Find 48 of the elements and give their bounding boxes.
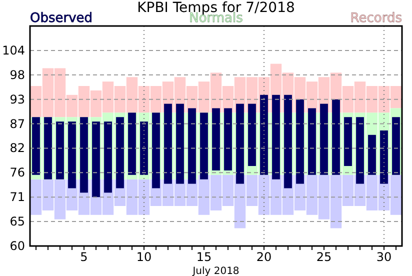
bar	[272, 94, 280, 180]
y-tick-label: 71	[10, 190, 25, 204]
bar	[188, 108, 196, 184]
bar	[248, 104, 256, 166]
y-tick-label: 65	[10, 214, 25, 229]
bar	[332, 99, 340, 175]
x-tick-label: 5	[80, 250, 88, 264]
y-tick-label: 87	[10, 116, 25, 131]
text: Records	[350, 11, 402, 26]
x-tick-label: 25	[316, 250, 332, 264]
bar	[104, 122, 112, 193]
bar	[32, 117, 40, 175]
bar	[392, 117, 400, 175]
bar	[308, 108, 316, 175]
x-tick-label: 20	[256, 250, 272, 264]
bar	[56, 122, 64, 180]
bar	[80, 117, 88, 193]
bar	[368, 134, 376, 175]
y-tick-label: 76	[10, 166, 25, 180]
bar	[380, 130, 388, 184]
bar	[224, 108, 232, 170]
text: Observed	[30, 11, 93, 26]
bar	[356, 117, 364, 184]
bar	[176, 104, 184, 184]
bar	[212, 108, 220, 170]
bar	[344, 117, 352, 166]
bar	[164, 104, 172, 184]
bar	[284, 94, 292, 188]
y-tick-label: 93	[10, 92, 25, 106]
bar	[200, 112, 208, 180]
bar	[128, 112, 136, 175]
bar	[320, 104, 328, 175]
bar	[236, 104, 244, 184]
x-tick-label: 10	[136, 250, 152, 264]
y-tick-label: 98	[10, 68, 25, 82]
y-tick-label: 82	[10, 141, 25, 156]
bar	[152, 112, 160, 188]
bar	[92, 122, 100, 198]
bar	[68, 122, 76, 188]
y-tick-label: 104	[2, 43, 25, 58]
x-axis-title: July 2018	[192, 266, 240, 276]
y-tick-label: 60	[10, 239, 25, 253]
x-tick-label: 30	[376, 250, 392, 264]
bar	[296, 99, 304, 184]
x-tick-label: 15	[196, 250, 212, 264]
bar	[116, 117, 124, 188]
bar	[260, 94, 268, 175]
bar	[140, 122, 148, 175]
